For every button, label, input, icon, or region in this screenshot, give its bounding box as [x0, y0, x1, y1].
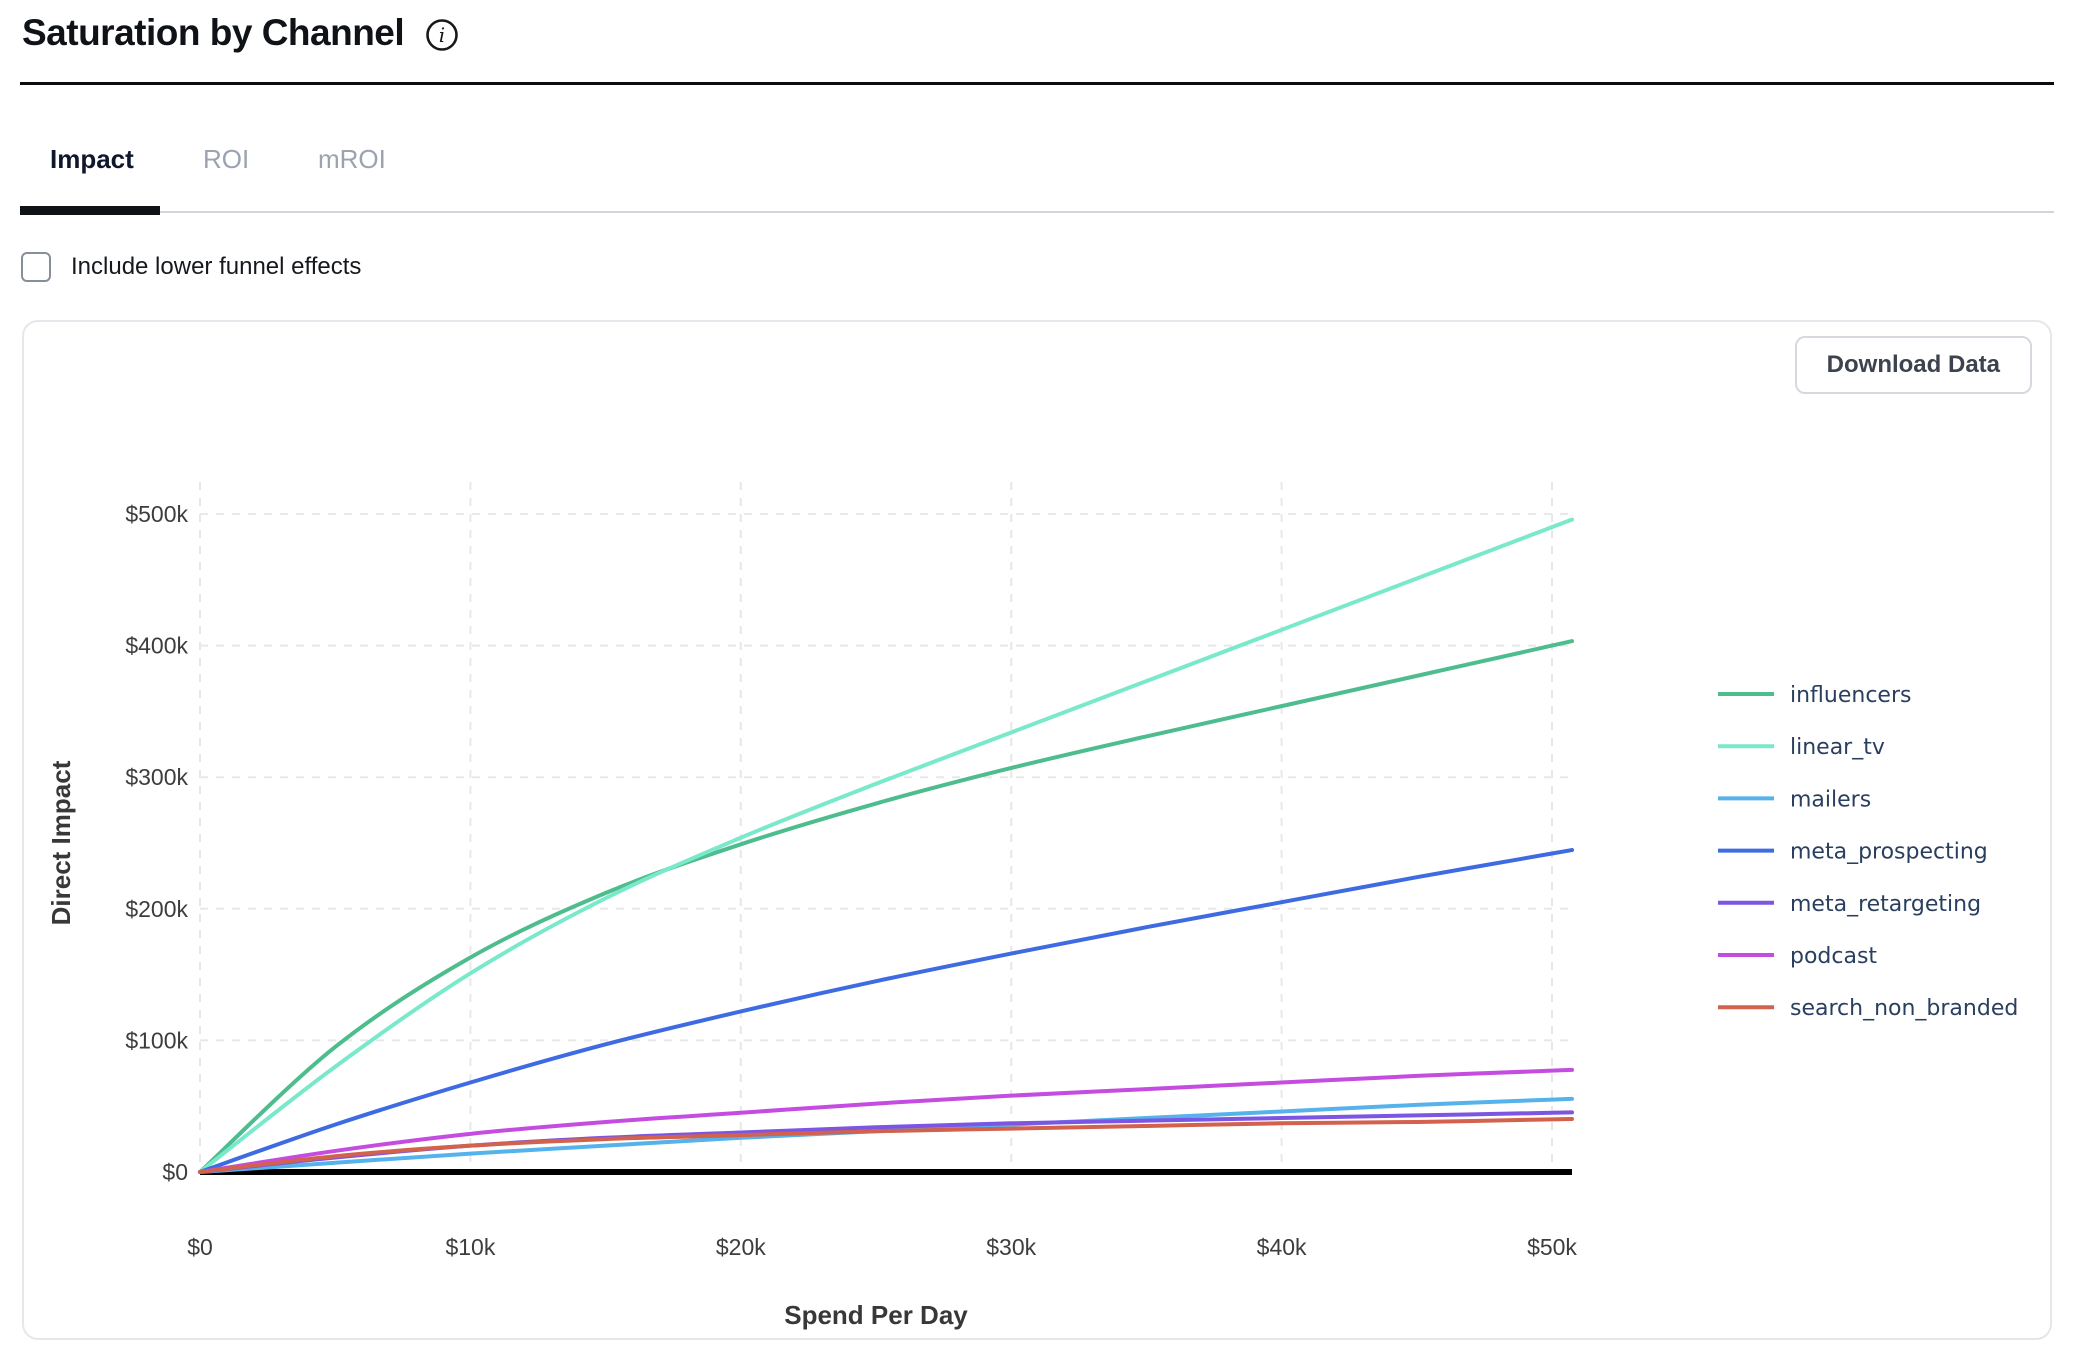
- y-tick-label: $400k: [125, 633, 188, 659]
- x-tick-label: $40k: [1257, 1234, 1307, 1260]
- legend-item-meta_retargeting[interactable]: meta_retargeting: [1718, 892, 1981, 917]
- legend-label-mailers: mailers: [1790, 787, 1871, 812]
- saturation-chart: $0 $10k $20k $30k $40k $50k $0 $100k $200k $300k $…: [46, 482, 2018, 1330]
- legend-item-meta_prospecting[interactable]: meta_prospecting: [1718, 840, 1988, 865]
- legend-label-linear_tv: linear_tv: [1790, 735, 1885, 760]
- svg-text:i: i: [439, 23, 445, 47]
- legend-label-influencers: influencers: [1790, 683, 1911, 708]
- legend-item-podcast[interactable]: podcast: [1718, 944, 1877, 969]
- legend-item-influencers[interactable]: influencers: [1718, 683, 1911, 708]
- chart-card: $0 $10k $20k $30k $40k $50k $0 $100k $200k $300k $…: [22, 320, 2052, 1340]
- tab-impact[interactable]: Impact: [50, 144, 134, 174]
- series-line-mailers: [198, 1096, 1574, 1174]
- header: Saturation by Channel i: [22, 12, 460, 54]
- x-tick-label: $0: [187, 1234, 213, 1260]
- legend-label-meta_retargeting: meta_retargeting: [1790, 892, 1981, 917]
- y-tick-label: $100k: [125, 1027, 188, 1053]
- lower-funnel-control: Include lower funnel effects: [21, 252, 361, 282]
- page-title: Saturation by Channel: [22, 12, 405, 53]
- x-tick-label: $20k: [716, 1234, 766, 1260]
- title-divider: [20, 82, 2054, 85]
- series-line-search_non_branded: [198, 1116, 1574, 1174]
- series-line-influencers: [198, 639, 1574, 1174]
- tabs-divider: [20, 211, 2054, 213]
- y-tick-label: $200k: [125, 896, 188, 922]
- legend-label-search_non_branded: search_non_branded: [1790, 996, 2018, 1021]
- legend-label-meta_prospecting: meta_prospecting: [1790, 840, 1988, 865]
- legend-item-linear_tv[interactable]: linear_tv: [1718, 735, 1885, 760]
- download-data-button[interactable]: Download Data: [1794, 336, 2032, 394]
- active-tab-underline: [20, 206, 160, 215]
- legend-item-mailers[interactable]: mailers: [1718, 787, 1871, 812]
- legend-label-podcast: podcast: [1790, 944, 1877, 969]
- x-axis-title: Spend Per Day: [784, 1300, 968, 1330]
- y-tick-label: $300k: [125, 764, 188, 790]
- info-icon[interactable]: i: [424, 17, 460, 53]
- x-tick-label: $50k: [1527, 1234, 1577, 1260]
- legend-item-search_non_branded[interactable]: search_non_branded: [1718, 996, 2018, 1021]
- series-line-linear_tv: [198, 517, 1574, 1174]
- tab-roi[interactable]: ROI: [203, 144, 250, 174]
- lower-funnel-checkbox[interactable]: [21, 252, 51, 282]
- tab-mroi[interactable]: mROI: [318, 144, 386, 174]
- x-tick-label: $10k: [445, 1234, 495, 1260]
- series-line-meta_prospecting: [198, 848, 1574, 1174]
- x-tick-label: $30k: [986, 1234, 1036, 1260]
- y-tick-label: $0: [162, 1159, 188, 1185]
- y-axis-title: Direct Impact: [46, 760, 76, 925]
- y-tick-label: $500k: [125, 501, 188, 527]
- lower-funnel-checkbox-label: Include lower funnel effects: [71, 253, 362, 280]
- series-line-podcast: [198, 1067, 1574, 1174]
